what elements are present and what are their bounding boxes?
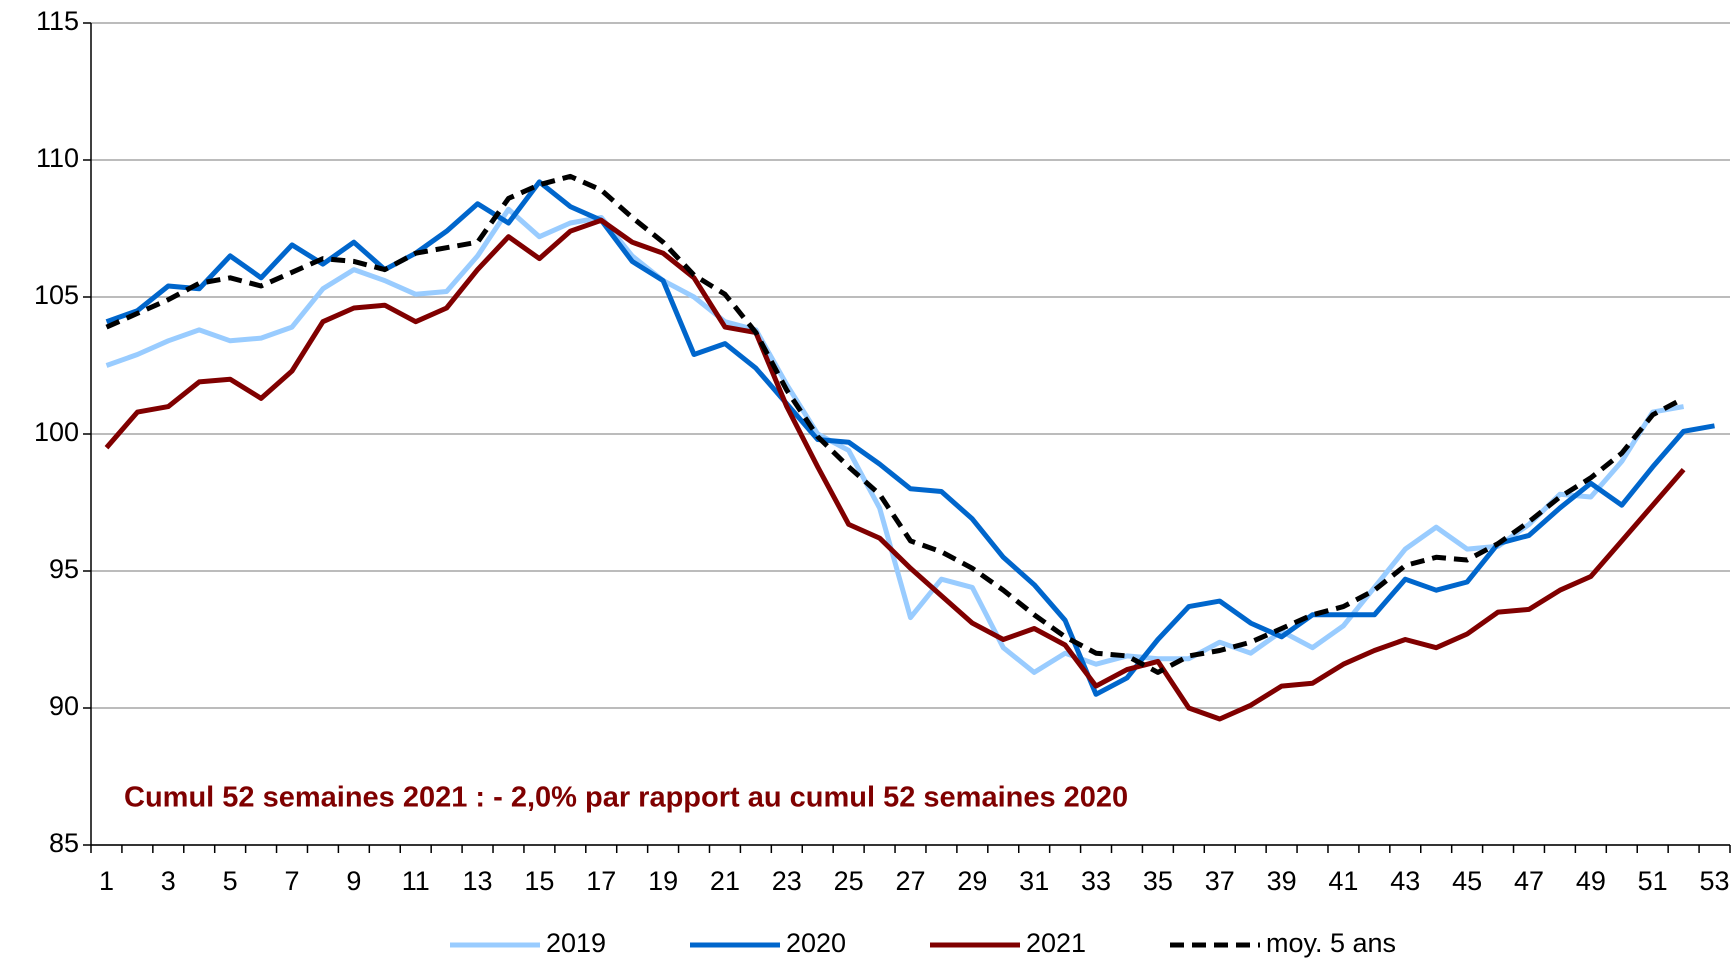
x-tick-label: 15	[524, 866, 554, 896]
x-tick-label: 53	[1700, 866, 1730, 896]
y-tick-label: 100	[34, 417, 79, 447]
legend-label: 2020	[786, 928, 846, 958]
x-tick-label: 29	[957, 866, 987, 896]
annotation: Cumul 52 semaines 2021 : - 2,0% par rapp…	[124, 782, 1128, 814]
y-tick-label: 105	[34, 280, 79, 310]
x-tick-label: 25	[834, 866, 864, 896]
x-tick-label: 39	[1267, 866, 1297, 896]
legend-label: moy. 5 ans	[1266, 928, 1396, 958]
x-tick-label: 21	[710, 866, 740, 896]
x-tick-label: 23	[772, 866, 802, 896]
series-line	[105, 173, 1685, 675]
x-tick-label: 9	[346, 866, 361, 896]
series-line	[104, 217, 1686, 722]
x-tick-label: 37	[1205, 866, 1235, 896]
x-tick-label: 5	[223, 866, 238, 896]
y-tick-label: 95	[49, 554, 79, 584]
x-tick-label: 35	[1143, 866, 1173, 896]
series-line	[105, 206, 1685, 675]
x-tick-label: 51	[1638, 866, 1668, 896]
series-line	[105, 179, 1715, 697]
x-tick-label: 1	[99, 866, 114, 896]
x-tick-label: 27	[895, 866, 925, 896]
x-tick-label: 45	[1452, 866, 1482, 896]
x-tick-label: 11	[402, 866, 430, 896]
legend-label: 2021	[1026, 928, 1086, 958]
x-tick-label: 3	[161, 866, 176, 896]
x-tick-label: 13	[463, 866, 493, 896]
x-tick-label: 7	[284, 866, 299, 896]
x-tick-label: 41	[1328, 866, 1358, 896]
x-tick-label: 17	[586, 866, 616, 896]
y-tick-label: 85	[49, 828, 79, 858]
x-tick-label: 33	[1081, 866, 1111, 896]
x-tick-label: 47	[1514, 866, 1544, 896]
y-tick-label: 110	[36, 143, 79, 173]
x-tick-label: 49	[1576, 866, 1606, 896]
y-tick-label: 90	[49, 691, 79, 721]
x-tick-label: 19	[648, 866, 678, 896]
legend-label: 2019	[546, 928, 606, 958]
x-tick-label: 43	[1390, 866, 1420, 896]
x-tick-label: 31	[1019, 866, 1049, 896]
y-tick-label: 115	[36, 6, 79, 36]
